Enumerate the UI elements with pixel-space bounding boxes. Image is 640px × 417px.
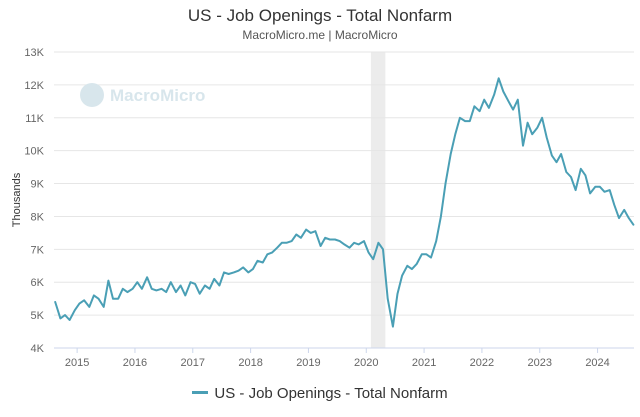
recession-band [371,52,385,348]
legend-swatch-icon [192,391,208,394]
legend-label: US - Job Openings - Total Nonfarm [214,385,447,402]
x-tick-label: 2018 [238,357,262,369]
y-tick-label: 8K [31,211,45,223]
watermark: MacroMicro [80,83,205,107]
x-tick-label: 2024 [585,357,609,369]
x-axis-ticks: 2015 2016 2017 2018 2019 2020 2021 2022 2023 2024 [65,348,610,369]
shaded-band-layer [371,52,385,348]
y-tick-label: 13K [24,47,44,59]
series-layer [55,78,633,326]
x-tick-label: 2015 [65,357,89,369]
series-line-job-openings[interactable] [55,78,633,326]
y-axis-title: Thousands [11,172,23,227]
x-tick-label: 2021 [412,357,436,369]
y-tick-label: 10K [24,146,44,158]
x-tick-label: 2019 [296,357,320,369]
x-tick-label: 2016 [123,357,147,369]
y-axis-ticks: 4K 5K 6K 7K 8K 9K 10K 11K 12K 13K [24,47,44,355]
x-tick-label: 2022 [470,357,494,369]
watermark-logo-icon [80,83,104,107]
legend[interactable]: US - Job Openings - Total Nonfarm [0,385,640,402]
y-tick-label: 5K [31,310,45,322]
y-tick-label: 6K [31,277,45,289]
x-tick-label: 2017 [181,357,205,369]
y-tick-label: 4K [31,343,45,355]
x-tick-label: 2023 [528,357,552,369]
y-tick-label: 9K [31,179,45,191]
y-tick-label: 7K [31,244,45,256]
y-tick-label: 11K [25,113,44,125]
x-tick-label: 2020 [354,357,378,369]
y-tick-label: 12K [24,80,44,92]
watermark-text: MacroMicro [110,86,205,105]
